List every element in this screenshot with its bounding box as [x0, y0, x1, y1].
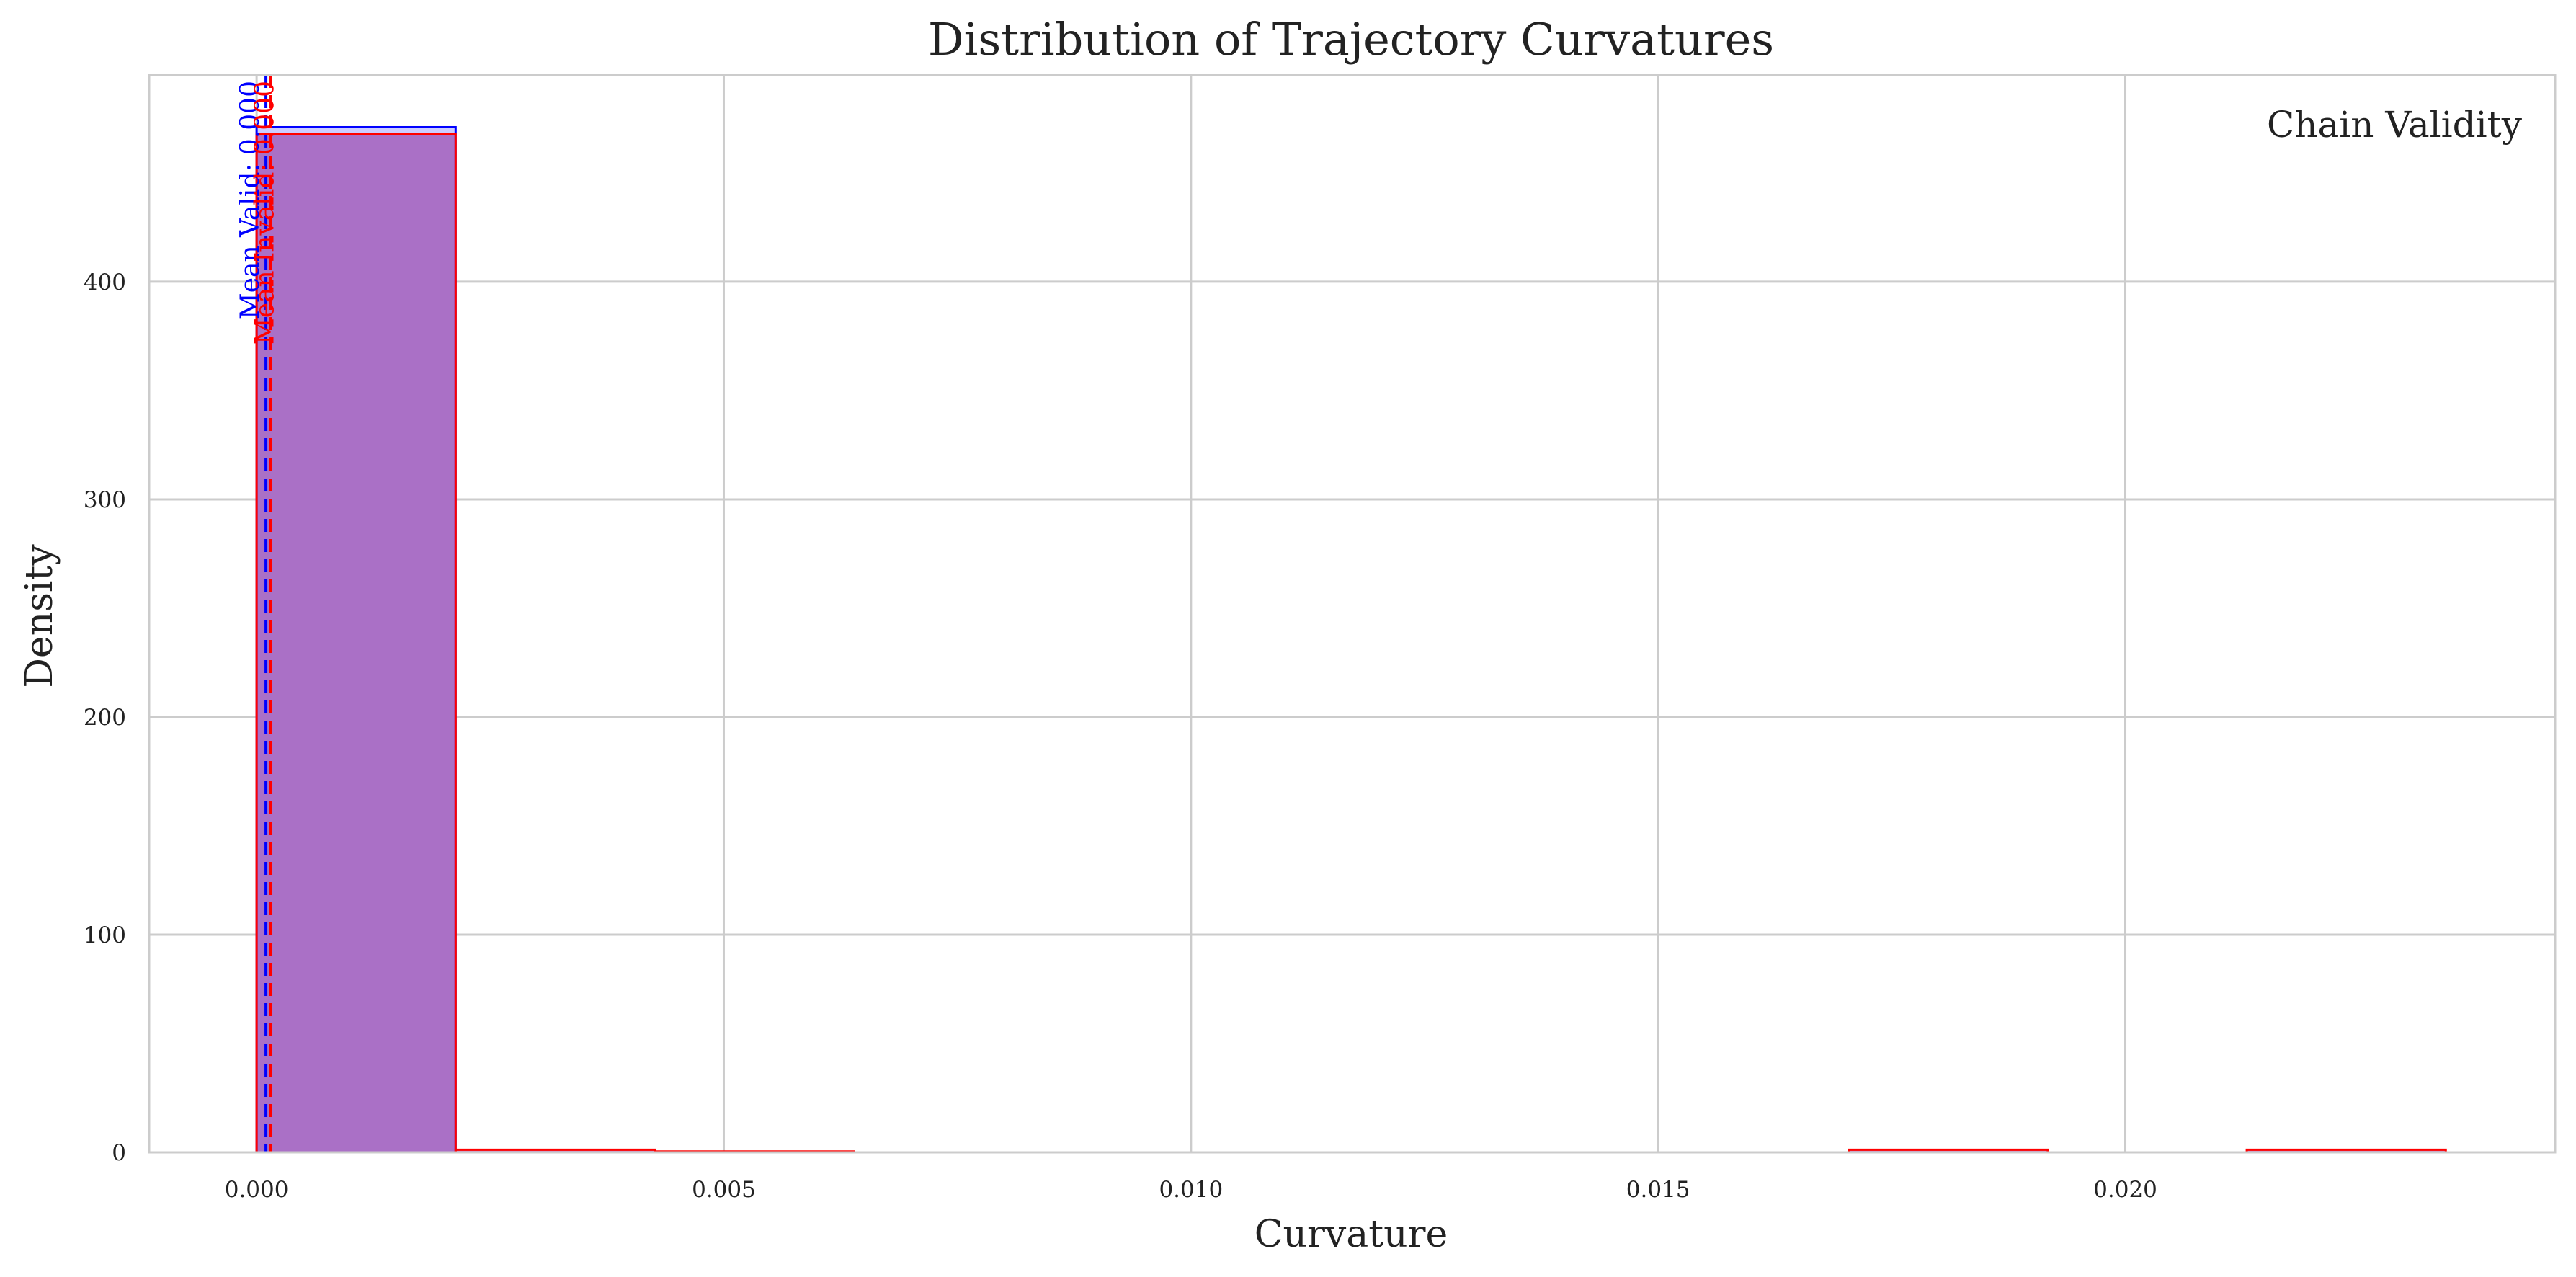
plot-frame [148, 74, 2557, 1154]
y-tick-label: 300 [84, 487, 126, 513]
x-axis-label: Curvature [1254, 1213, 1448, 1256]
y-axis-label: Density [18, 544, 61, 688]
x-tick-label: 0.005 [692, 1177, 756, 1203]
y-tick-label: 200 [84, 705, 126, 731]
y-tick-label: 400 [84, 270, 126, 295]
chart-title: Distribution of Trajectory Curvatures [928, 13, 1774, 66]
y-tick-label: 100 [84, 922, 126, 948]
x-tick-label: 0.020 [2093, 1177, 2157, 1203]
histogram-bar [255, 125, 457, 1154]
mean-line-label: Mean Valid: 0.000 [236, 81, 265, 319]
y-tick-label: 0 [112, 1140, 126, 1166]
tick-labels: 0.000 0.005 0.010 0.015 0.020 0 100 200 300 400 [84, 270, 2157, 1203]
histogram-bar [255, 133, 457, 1154]
histogram-bars [255, 125, 2447, 1154]
x-tick-label: 0.010 [1159, 1177, 1223, 1203]
legend-title: Chain Validity [2267, 104, 2523, 146]
mean-line-label: Mean Invalid: 0.000 [251, 81, 280, 344]
x-tick-label: 0.015 [1626, 1177, 1690, 1203]
x-tick-label: 0.000 [225, 1177, 289, 1203]
